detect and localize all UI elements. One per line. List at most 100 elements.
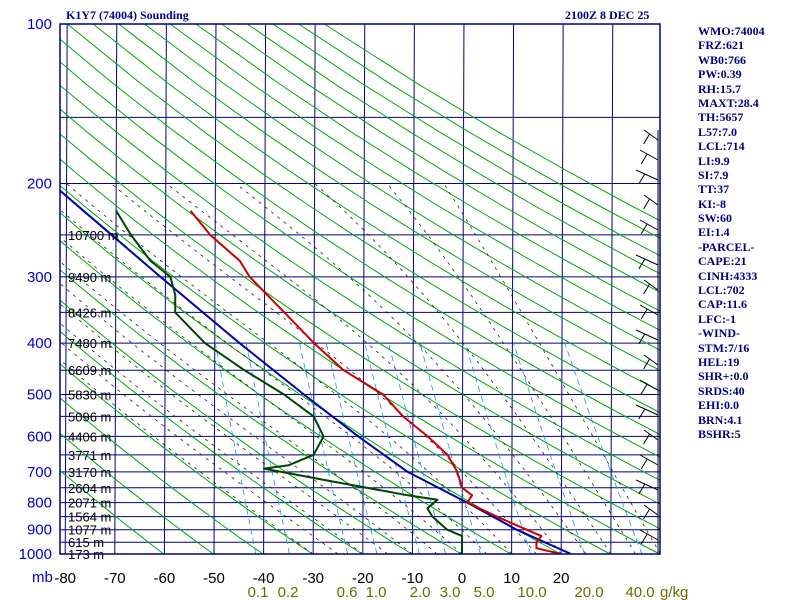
pressure-unit-label: mb <box>32 569 53 586</box>
index-item: LFC:-1 <box>698 311 736 326</box>
wind-barb-flag <box>643 198 651 210</box>
isotherm-line <box>114 24 118 554</box>
height-label: 7480 m <box>68 336 111 351</box>
wind-barb <box>639 529 659 541</box>
temperature-tick-label: -40 <box>253 570 275 587</box>
mixing-ratio-line <box>419 342 481 554</box>
dry-adiabat-line <box>67 24 660 414</box>
moist-adiabat-line <box>60 341 339 554</box>
pressure-tick-label: 400 <box>27 335 52 352</box>
isotherm-line <box>560 24 564 554</box>
wind-barb <box>643 129 659 141</box>
temperature-tick-label: -20 <box>352 570 374 587</box>
mixing-ratio-line <box>299 343 349 554</box>
temperature-tick-label: 0 <box>458 570 466 587</box>
dry-adiabat-line <box>60 61 660 458</box>
temperature-tick-label: -10 <box>402 570 424 587</box>
height-label: 3170 m <box>68 465 111 480</box>
index-item: CAPE:21 <box>698 254 747 269</box>
index-item: CAP:11.6 <box>698 297 747 312</box>
wind-barb-flag <box>643 283 651 295</box>
wind-barb-flag <box>643 133 651 145</box>
dry-adiabat-line <box>144 24 660 351</box>
index-item: FRZ:621 <box>698 38 744 53</box>
wind-barb <box>639 454 659 466</box>
dry-adiabat-line <box>272 24 660 257</box>
pressure-tick-label: 200 <box>27 176 52 193</box>
moist-adiabat-line <box>60 322 364 554</box>
moist-adiabat-line <box>60 283 413 554</box>
mixing-ratio-tick-label: 5.0 <box>474 584 495 600</box>
moist-adiabat-line <box>60 359 314 554</box>
height-label: 9490 m <box>68 270 111 285</box>
height-label: 2071 m <box>68 496 111 511</box>
height-label: 5830 m <box>68 387 111 402</box>
height-label: 2604 m <box>68 481 111 496</box>
pressure-tick-label: 900 <box>27 522 52 539</box>
height-label: 1077 m <box>68 523 111 538</box>
index-item: LCL:714 <box>698 139 745 154</box>
index-item: -WIND- <box>698 326 740 341</box>
wind-barb-flag <box>638 483 646 495</box>
pressure-tick-label: 700 <box>27 464 52 481</box>
index-item: LI:9.9 <box>698 153 730 168</box>
wind-barb-flag <box>640 223 648 235</box>
wind-barb-flag <box>643 508 651 520</box>
wind-barb <box>643 504 659 516</box>
wind-barb-flag <box>640 533 648 545</box>
height-label: 8426 m <box>68 305 111 320</box>
dry-adiabat-line <box>298 24 660 239</box>
height-label: 1564 m <box>68 510 111 525</box>
moist-adiabat-line <box>386 183 636 554</box>
height-label: 10700 m <box>68 228 119 243</box>
mixing-ratio-tick-label: 0.6 <box>337 584 358 600</box>
wind-barb <box>639 219 659 231</box>
index-item: EI:1.4 <box>698 225 730 240</box>
index-item: RH:15.7 <box>698 81 741 96</box>
index-item: TH:5657 <box>698 110 744 125</box>
dry-adiabat-line <box>118 24 660 371</box>
temperature-tick-label: 10 <box>503 570 520 587</box>
index-item: HEL:19 <box>698 354 740 369</box>
wind-barb-flag <box>640 153 648 165</box>
mixing-ratio-line <box>388 342 447 554</box>
index-item: EHI:0.0 <box>698 398 740 413</box>
isotherm-line <box>461 24 465 554</box>
temperature-tick-label: -80 <box>54 570 76 587</box>
mixing-ratio-tick-label: 3.0 <box>440 584 461 600</box>
index-item: WMO:74004 <box>698 24 765 38</box>
mixing-ratio-unit-label: g/kg <box>660 584 688 600</box>
mixing-ratio-tick-label: 0.1 <box>248 584 269 600</box>
isotherm-line <box>163 24 167 554</box>
mixing-ratio-tick-label: 0.2 <box>278 584 299 600</box>
dry-adiabat-line <box>60 158 660 554</box>
mixing-ratio-tick-label: 10.0 <box>517 584 546 600</box>
wind-barb-flag <box>638 408 646 420</box>
wind-barb-flag <box>643 433 651 445</box>
moist-adiabat-line <box>60 236 463 554</box>
isotherm-line <box>312 24 316 554</box>
wind-barb <box>635 254 659 266</box>
wind-barb <box>643 429 659 441</box>
valid-time: 2100Z 8 DEC 25 <box>565 8 649 22</box>
index-item: L57:7.0 <box>698 124 737 139</box>
index-item: BSHR:5 <box>698 426 741 441</box>
moist-adiabat-line <box>60 260 438 554</box>
wind-barb-flag <box>638 258 646 270</box>
isotherm-line <box>362 24 366 554</box>
dry-adiabat-line <box>92 24 660 392</box>
index-item: SRDS:40 <box>698 383 745 398</box>
wind-barb <box>643 279 659 291</box>
dry-adiabat-line <box>60 397 264 554</box>
isotherm-line <box>213 24 217 554</box>
wind-barb <box>635 404 659 416</box>
wind-barb-flag <box>638 173 646 185</box>
index-item: PW:0.39 <box>698 67 742 82</box>
temperature-tick-label: -70 <box>104 570 126 587</box>
temperature-tick-label: 20 <box>553 570 570 587</box>
wind-barb <box>643 194 659 206</box>
dry-adiabat-line <box>60 269 462 554</box>
wind-barbs <box>635 129 659 554</box>
mixing-ratio-line <box>214 343 257 554</box>
